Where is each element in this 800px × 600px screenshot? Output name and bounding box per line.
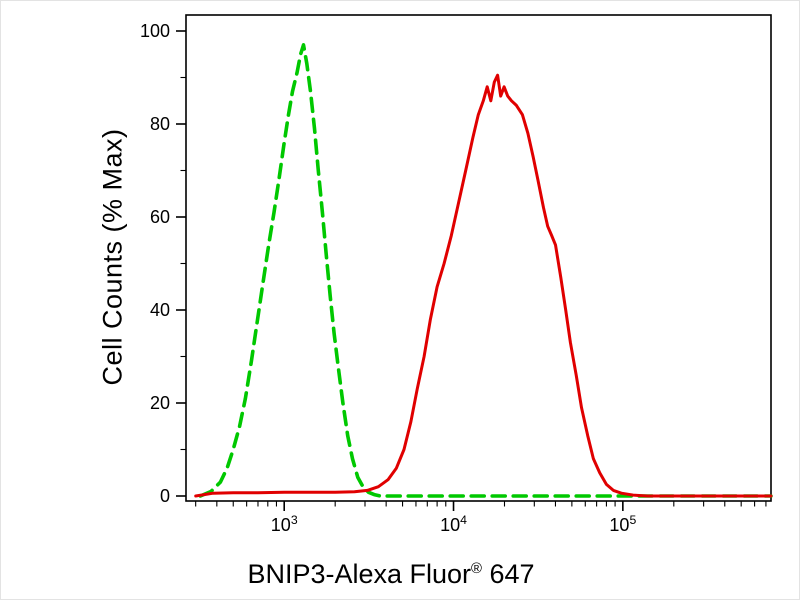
plot-border bbox=[185, 14, 772, 502]
green-dashed-curve bbox=[198, 43, 773, 498]
registered-trademark-icon: ® bbox=[471, 561, 482, 577]
y-tick-label: 40 bbox=[149, 300, 170, 320]
y-tick-label: 20 bbox=[149, 393, 170, 413]
y-tick-label: 60 bbox=[149, 207, 170, 227]
x-tick-label: 105 bbox=[609, 513, 637, 535]
x-axis-title: BNIP3-Alexa Fluor® 647 bbox=[247, 559, 534, 590]
x-tick-label: 104 bbox=[440, 513, 467, 535]
y-tick-label: 80 bbox=[149, 114, 170, 134]
x-tick-label: 103 bbox=[270, 513, 298, 535]
y-tick-label: 100 bbox=[139, 21, 170, 41]
x-axis-title-main: BNIP3-Alexa Fluor bbox=[247, 559, 472, 589]
y-tick-label: 0 bbox=[159, 486, 170, 506]
red-solid-curve bbox=[194, 73, 773, 498]
y-axis-title: Cell Counts (% Max) bbox=[97, 128, 128, 386]
x-axis-title-suffix: 647 bbox=[481, 559, 535, 589]
